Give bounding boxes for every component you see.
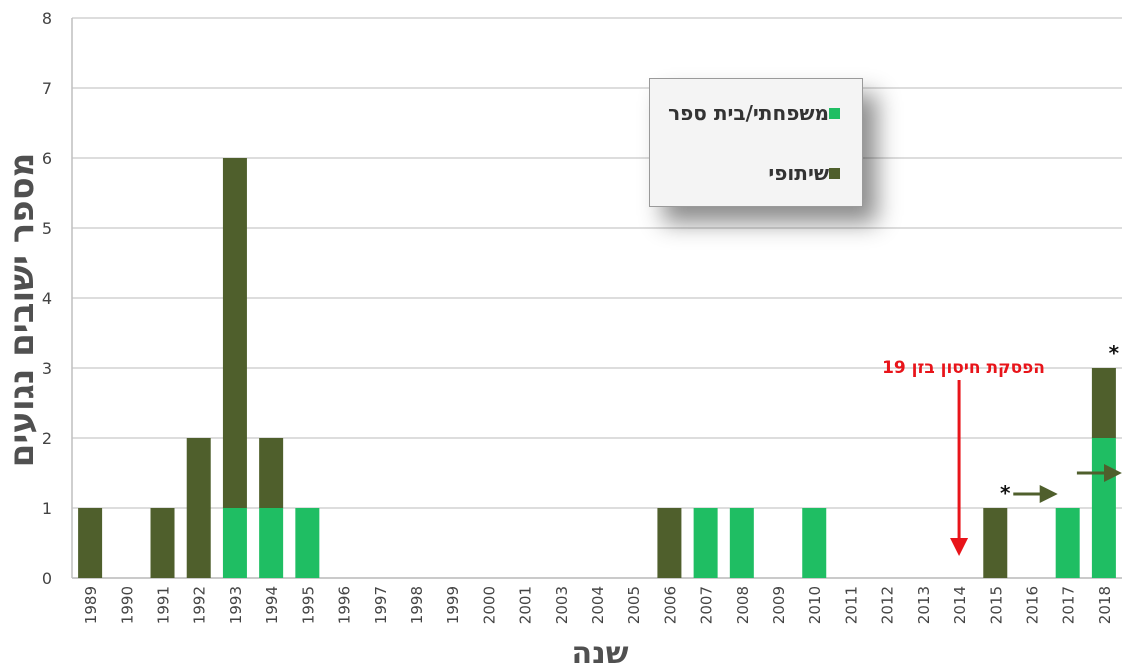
x-tick-label: 2015	[987, 586, 1005, 624]
legend-label-cooperative: שיתופי	[768, 161, 829, 185]
x-tick-label: 2004	[589, 586, 607, 624]
y-tick-label: 4	[42, 289, 52, 308]
x-tick-label: 1994	[263, 586, 281, 624]
x-axis-label: שנה	[571, 636, 629, 671]
bar-family-school	[1091, 438, 1116, 578]
x-tick-label: 1998	[408, 586, 426, 624]
x-tick-label: 1989	[82, 586, 100, 624]
y-axis-label: מספר ישובים נגועים	[2, 152, 42, 468]
legend-item-family-school: משפחתי/בית ספר	[668, 101, 844, 125]
y-tick-label: 8	[42, 9, 52, 28]
x-tick-label: 2008	[734, 586, 752, 624]
bar-cooperative	[259, 438, 284, 508]
x-tick-label: 2006	[661, 586, 679, 624]
x-tick-label: 2000	[480, 586, 498, 624]
x-tick-label: 1991	[155, 586, 173, 624]
star-mark: *	[1000, 481, 1011, 505]
legend-label-family-school: משפחתי/בית ספר	[668, 101, 829, 125]
bar-cooperative	[222, 158, 247, 508]
x-tick-label: 2011	[842, 586, 860, 624]
bar-family-school	[802, 508, 827, 578]
bar-cooperative	[657, 508, 682, 578]
x-tick-label: 1997	[372, 586, 390, 624]
x-tick-label: 1995	[299, 586, 317, 624]
x-tick-label: 2010	[806, 586, 824, 624]
bar-family-school	[693, 508, 718, 578]
bar-family-school	[259, 508, 284, 578]
x-tick-label: 2013	[915, 586, 933, 624]
bar-cooperative	[150, 508, 175, 578]
legend-swatch-cooperative	[829, 167, 840, 179]
x-tick-label: 2012	[879, 586, 897, 624]
y-tick-label: 3	[42, 359, 52, 378]
x-tick-label: 2005	[625, 586, 643, 624]
x-tick-label: 1996	[336, 586, 354, 624]
x-tick-label: 1990	[118, 586, 136, 624]
y-tick-label: 1	[42, 499, 52, 518]
x-tick-label: 2018	[1096, 586, 1114, 624]
x-tick-label: 1993	[227, 586, 245, 624]
x-tick-label: 2007	[698, 586, 716, 624]
bar-family-school	[222, 508, 247, 578]
y-tick-label: 7	[42, 79, 52, 98]
vaccination-stop-annotation: הפסקת חיסון בזן 19	[882, 358, 1045, 378]
x-tick-label: 2014	[951, 586, 969, 624]
bar-family-school	[729, 508, 754, 578]
x-tick-label: 2016	[1023, 586, 1041, 624]
x-tick-label: 1992	[191, 586, 209, 624]
bar-cooperative	[983, 508, 1008, 578]
x-tick-label: 1999	[444, 586, 462, 624]
legend: משפחתי/בית ספר שיתופי	[649, 78, 863, 207]
x-tick-label: 2017	[1060, 586, 1078, 624]
y-tick-label: 6	[42, 149, 52, 168]
y-tick-label: 2	[42, 429, 52, 448]
bar-cooperative	[78, 508, 103, 578]
y-tick-label: 5	[42, 219, 52, 238]
x-tick-label: 2001	[517, 586, 535, 624]
x-tick-label: 2003	[553, 586, 571, 624]
legend-item-cooperative: שיתופי	[768, 161, 844, 185]
bar-cooperative	[186, 438, 211, 578]
x-tick-label: 2009	[770, 586, 788, 624]
y-tick-label: 0	[42, 569, 52, 588]
bar-cooperative	[1091, 368, 1116, 438]
star-mark: *	[1109, 341, 1120, 365]
bar-family-school	[1055, 508, 1080, 578]
bar-family-school	[295, 508, 320, 578]
legend-swatch-family-school	[829, 107, 840, 119]
